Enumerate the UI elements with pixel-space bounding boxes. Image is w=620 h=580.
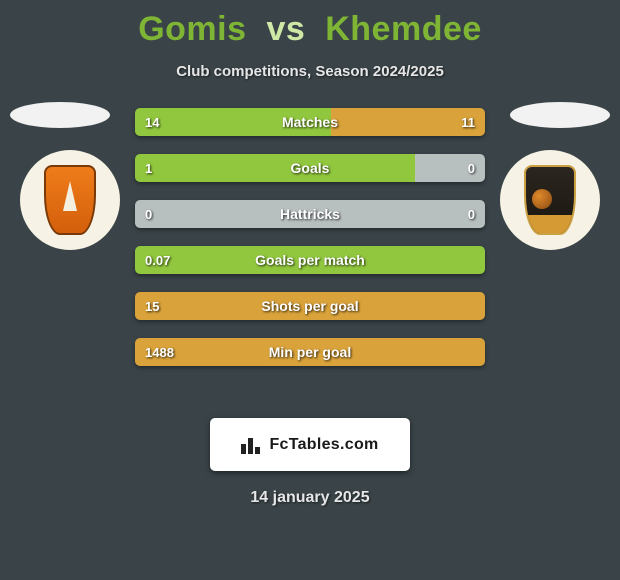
bar-label: Matches — [135, 108, 485, 136]
bar-label: Goals — [135, 154, 485, 182]
barchart-icon — [241, 436, 263, 454]
team-logo-right — [500, 150, 600, 250]
bar-label: Shots per goal — [135, 292, 485, 320]
stat-bar-shots-per-goal: Shots per goal15 — [135, 292, 485, 320]
comparison-card: Gomis vs Khemdee Club competitions, Seas… — [0, 0, 620, 580]
bar-value-left: 14 — [145, 108, 159, 136]
bar-label: Goals per match — [135, 246, 485, 274]
subtitle: Club competitions, Season 2024/2025 — [0, 63, 620, 80]
vs-text: vs — [256, 10, 315, 48]
pedestal-left — [10, 102, 110, 128]
stat-bar-matches: Matches14 11 — [135, 108, 485, 136]
fctables-badge[interactable]: FcTables.com — [210, 418, 410, 471]
stat-bars: Matches1411Goals10Hattricks00Goals per m… — [135, 108, 485, 366]
title-row: Gomis vs Khemdee — [0, 0, 620, 49]
bar-value-left: 1488 — [145, 338, 174, 366]
bar-value-left: 1 — [145, 154, 152, 182]
bar-value-left: 15 — [145, 292, 159, 320]
player1-name: Gomis — [138, 10, 246, 48]
bar-value-left: 0.07 — [145, 246, 170, 274]
shield-icon — [524, 165, 576, 235]
stat-bar-goals: Goals1 0 — [135, 154, 485, 182]
bar-label: Hattricks — [135, 200, 485, 228]
pedestal-right — [510, 102, 610, 128]
fctables-text: FcTables.com — [269, 436, 378, 454]
comparison-arena: Matches1411Goals10Hattricks00Goals per m… — [0, 108, 620, 398]
stat-bar-hattricks: Hattricks0 0 — [135, 200, 485, 228]
stat-bar-goals-per-match: Goals per match0.07 — [135, 246, 485, 274]
bar-value-right: 11 — [461, 108, 475, 136]
date-text: 14 january 2025 — [0, 489, 620, 507]
shield-icon — [44, 165, 96, 235]
bar-value-right: 0 — [468, 154, 475, 182]
bar-value-right: 0 — [468, 200, 475, 228]
bar-value-left: 0 — [145, 200, 152, 228]
stat-bar-min-per-goal: Min per goal1488 — [135, 338, 485, 366]
player2-name: Khemdee — [325, 10, 482, 48]
team-logo-left — [20, 150, 120, 250]
bar-label: Min per goal — [135, 338, 485, 366]
